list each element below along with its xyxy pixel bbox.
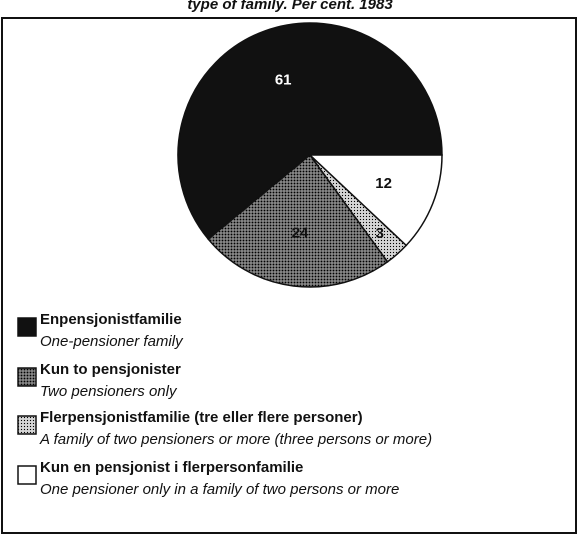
legend-translation: One-pensioner family [40,333,184,350]
legend-translation: A family of two pensioners or more (thre… [39,431,432,448]
chart-title: type of family. Per cent. 1983 [187,0,393,13]
pie-slice [308,154,443,247]
legend-swatch [17,317,37,337]
data-label: 61 [275,71,292,88]
legend-swatch [17,465,37,485]
legend-swatch [17,415,37,435]
legend-swatch [17,367,37,387]
legend-label: Flerpensjonistfamilie (tre eller flere p… [40,409,363,426]
legend-translation: One pensioner only in a family of two pe… [40,481,399,498]
legend-label: Kun to pensjonister [40,361,181,378]
pie-slice [207,153,389,288]
data-label: 3 [376,225,384,242]
pie-slice [177,22,443,241]
data-label: 24 [292,225,309,242]
data-label: 12 [375,175,392,192]
frame [1,17,577,534]
legend-label: Enpensjonistfamilie [40,311,182,328]
legend-translation: Two pensioners only [40,383,178,400]
legend-label: Kun en pensjonist i flerpersonfamilie [40,459,303,476]
